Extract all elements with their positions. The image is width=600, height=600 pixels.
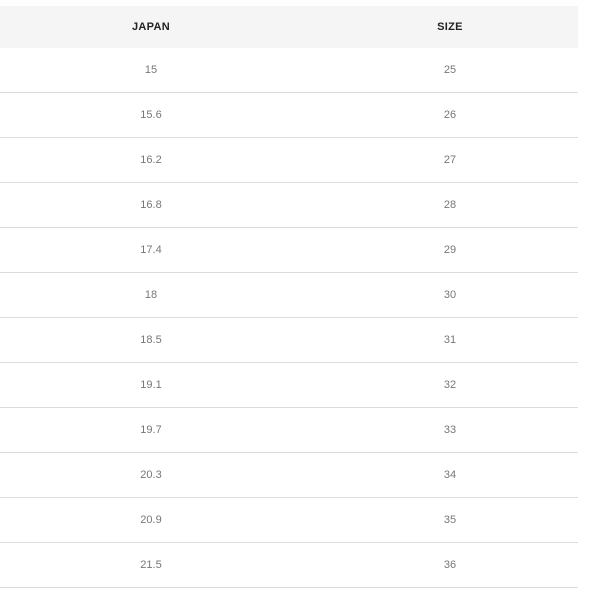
table-row: 18.5 31 [0, 318, 578, 363]
table-row: 20.3 34 [0, 453, 578, 498]
cell-japan: 21.5 [140, 559, 162, 571]
cell-size: 28 [443, 199, 457, 211]
table-row: 19.1 32 [0, 363, 578, 408]
cell-japan: 20.3 [140, 469, 162, 481]
cell-japan: 17.4 [140, 244, 162, 256]
cell-size: 34 [443, 469, 457, 481]
cell-japan: 19.7 [140, 424, 162, 436]
table-row: 16.8 28 [0, 183, 578, 228]
cell-japan: 16.8 [140, 199, 162, 211]
table-row: 18 30 [0, 273, 578, 318]
cell-japan: 16.2 [140, 154, 162, 166]
table-row: 19.7 33 [0, 408, 578, 453]
column-header-size: SIZE [437, 21, 463, 33]
cell-size: 25 [443, 64, 457, 76]
cell-japan: 19.1 [140, 379, 162, 391]
cell-size: 26 [443, 109, 457, 121]
cell-size: 35 [443, 514, 457, 526]
column-header-japan: JAPAN [132, 21, 170, 33]
table-row: 17.4 29 [0, 228, 578, 273]
cell-size: 29 [443, 244, 457, 256]
cell-size: 27 [443, 154, 457, 166]
cell-size: 31 [443, 334, 457, 346]
cell-japan: 15.6 [140, 109, 162, 121]
cell-size: 32 [443, 379, 457, 391]
size-chart-table: JAPAN SIZE 15 25 15.6 26 16.2 27 16.8 28 17.4 29 1… [0, 6, 578, 588]
cell-japan: 20.9 [140, 514, 162, 526]
table-row: 15.6 26 [0, 93, 578, 138]
table-row: 15 25 [0, 48, 578, 93]
table-row: 21.5 36 [0, 543, 578, 588]
cell-japan: 15 [144, 64, 158, 76]
table-row: 20.9 35 [0, 498, 578, 543]
cell-size: 36 [443, 559, 457, 571]
cell-size: 30 [443, 289, 457, 301]
table-header: JAPAN SIZE [0, 6, 578, 48]
cell-size: 33 [443, 424, 457, 436]
cell-japan: 18.5 [140, 334, 162, 346]
cell-japan: 18 [144, 289, 158, 301]
table-row: 16.2 27 [0, 138, 578, 183]
